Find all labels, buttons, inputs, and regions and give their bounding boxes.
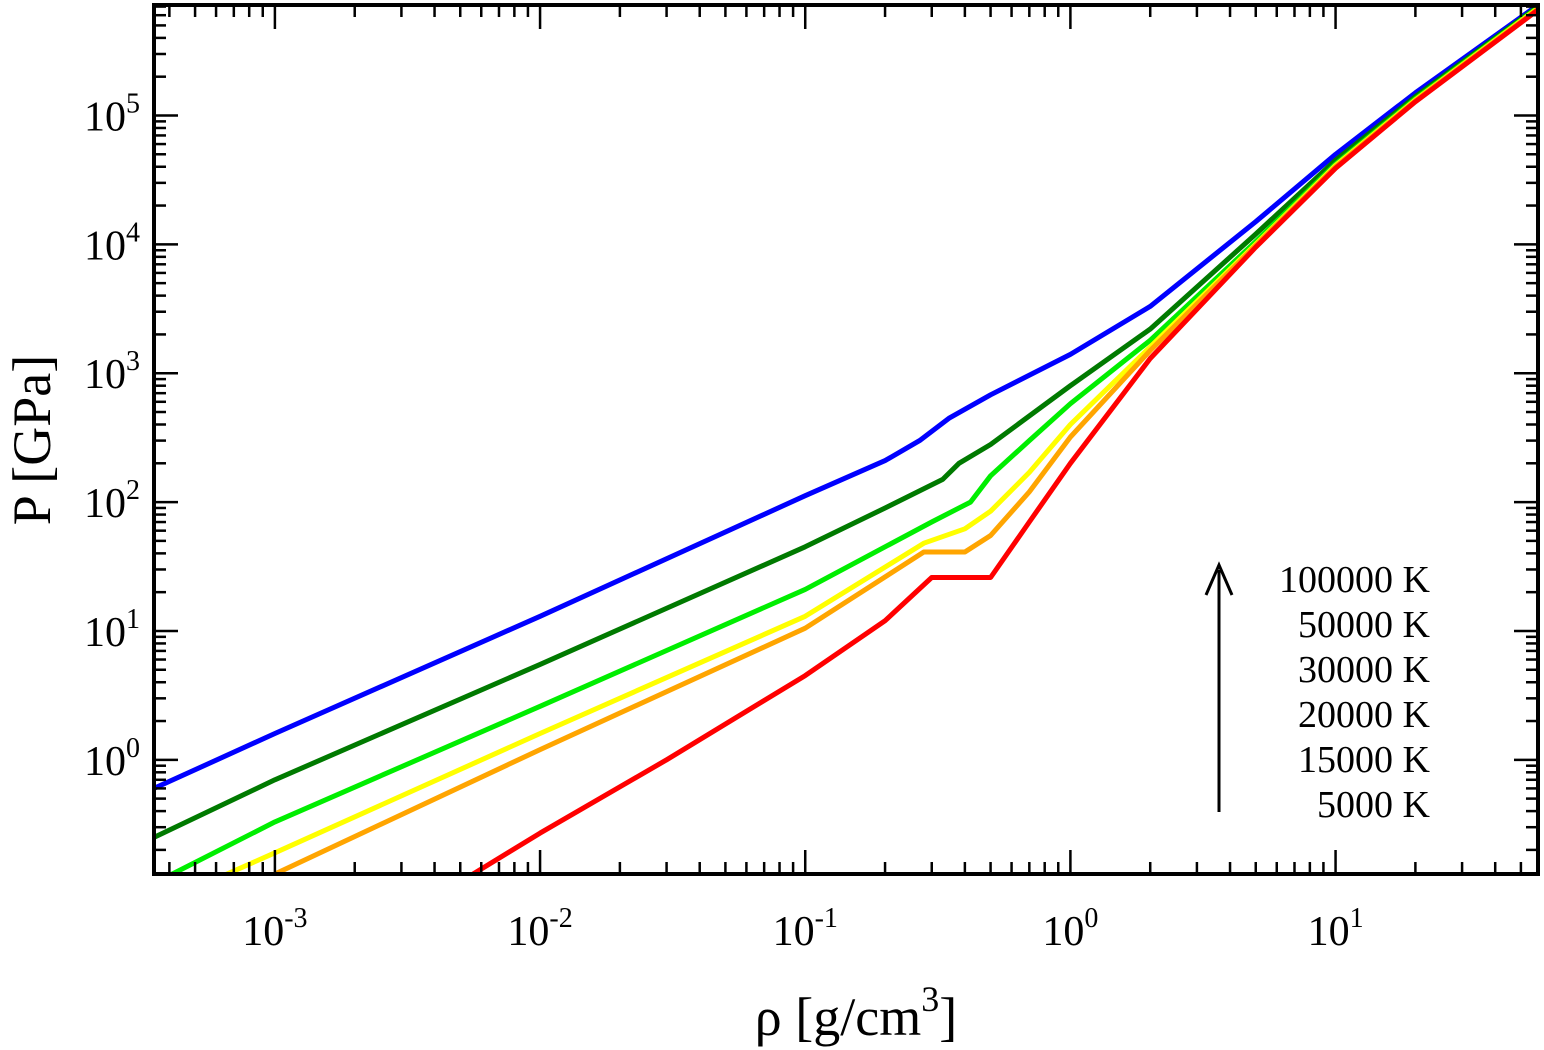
x-axis-label-text: ρ [g/cm bbox=[755, 987, 921, 1047]
x-tick-labels: 10-3 10-2 10-1 100 101 bbox=[242, 903, 1363, 955]
legend-label-20000k: 20000 K bbox=[1298, 694, 1431, 736]
y-tick-label: 102 bbox=[84, 475, 140, 527]
legend-label-30000k: 30000 K bbox=[1298, 649, 1431, 691]
y-tick-label: 104 bbox=[84, 217, 140, 269]
x-tick-label: 10-3 bbox=[242, 903, 307, 955]
y-tick-label: 100 bbox=[84, 733, 140, 785]
legend-label-5000k: 5000 K bbox=[1317, 784, 1431, 826]
plot-frame bbox=[152, 3, 1540, 876]
x-axis-label-sup: 3 bbox=[921, 979, 939, 1019]
legend-label-100000k: 100000 K bbox=[1279, 559, 1431, 601]
y-tick-label: 103 bbox=[84, 346, 140, 398]
series-line-5 bbox=[468, 7, 1538, 874]
x-tick-label: 100 bbox=[1042, 903, 1098, 955]
y-tick-label: 105 bbox=[84, 88, 140, 140]
y-tick-labels: 100 101 102 103 104 105 bbox=[84, 88, 140, 784]
x-axis-label: ρ [g/cm3] bbox=[755, 979, 957, 1047]
x-tick-label: 101 bbox=[1308, 903, 1364, 955]
series-line-1 bbox=[154, 5, 1538, 840]
series-layer bbox=[154, 5, 1538, 874]
series-line-0 bbox=[154, 5, 1538, 791]
legend-label-15000k: 15000 K bbox=[1298, 739, 1431, 781]
legend-label-50000k: 50000 K bbox=[1298, 604, 1431, 646]
x-axis-label-end: ] bbox=[939, 987, 957, 1047]
x-tick-label: 10-2 bbox=[507, 903, 572, 955]
legend-arrow-head-icon bbox=[1204, 561, 1234, 596]
y-axis-label: P [GPa] bbox=[2, 355, 62, 526]
legend: 100000 K 50000 K 30000 K 20000 K 15000 K… bbox=[1204, 559, 1431, 826]
y-tick-label: 101 bbox=[84, 604, 140, 656]
x-tick-label: 10-1 bbox=[773, 903, 838, 955]
